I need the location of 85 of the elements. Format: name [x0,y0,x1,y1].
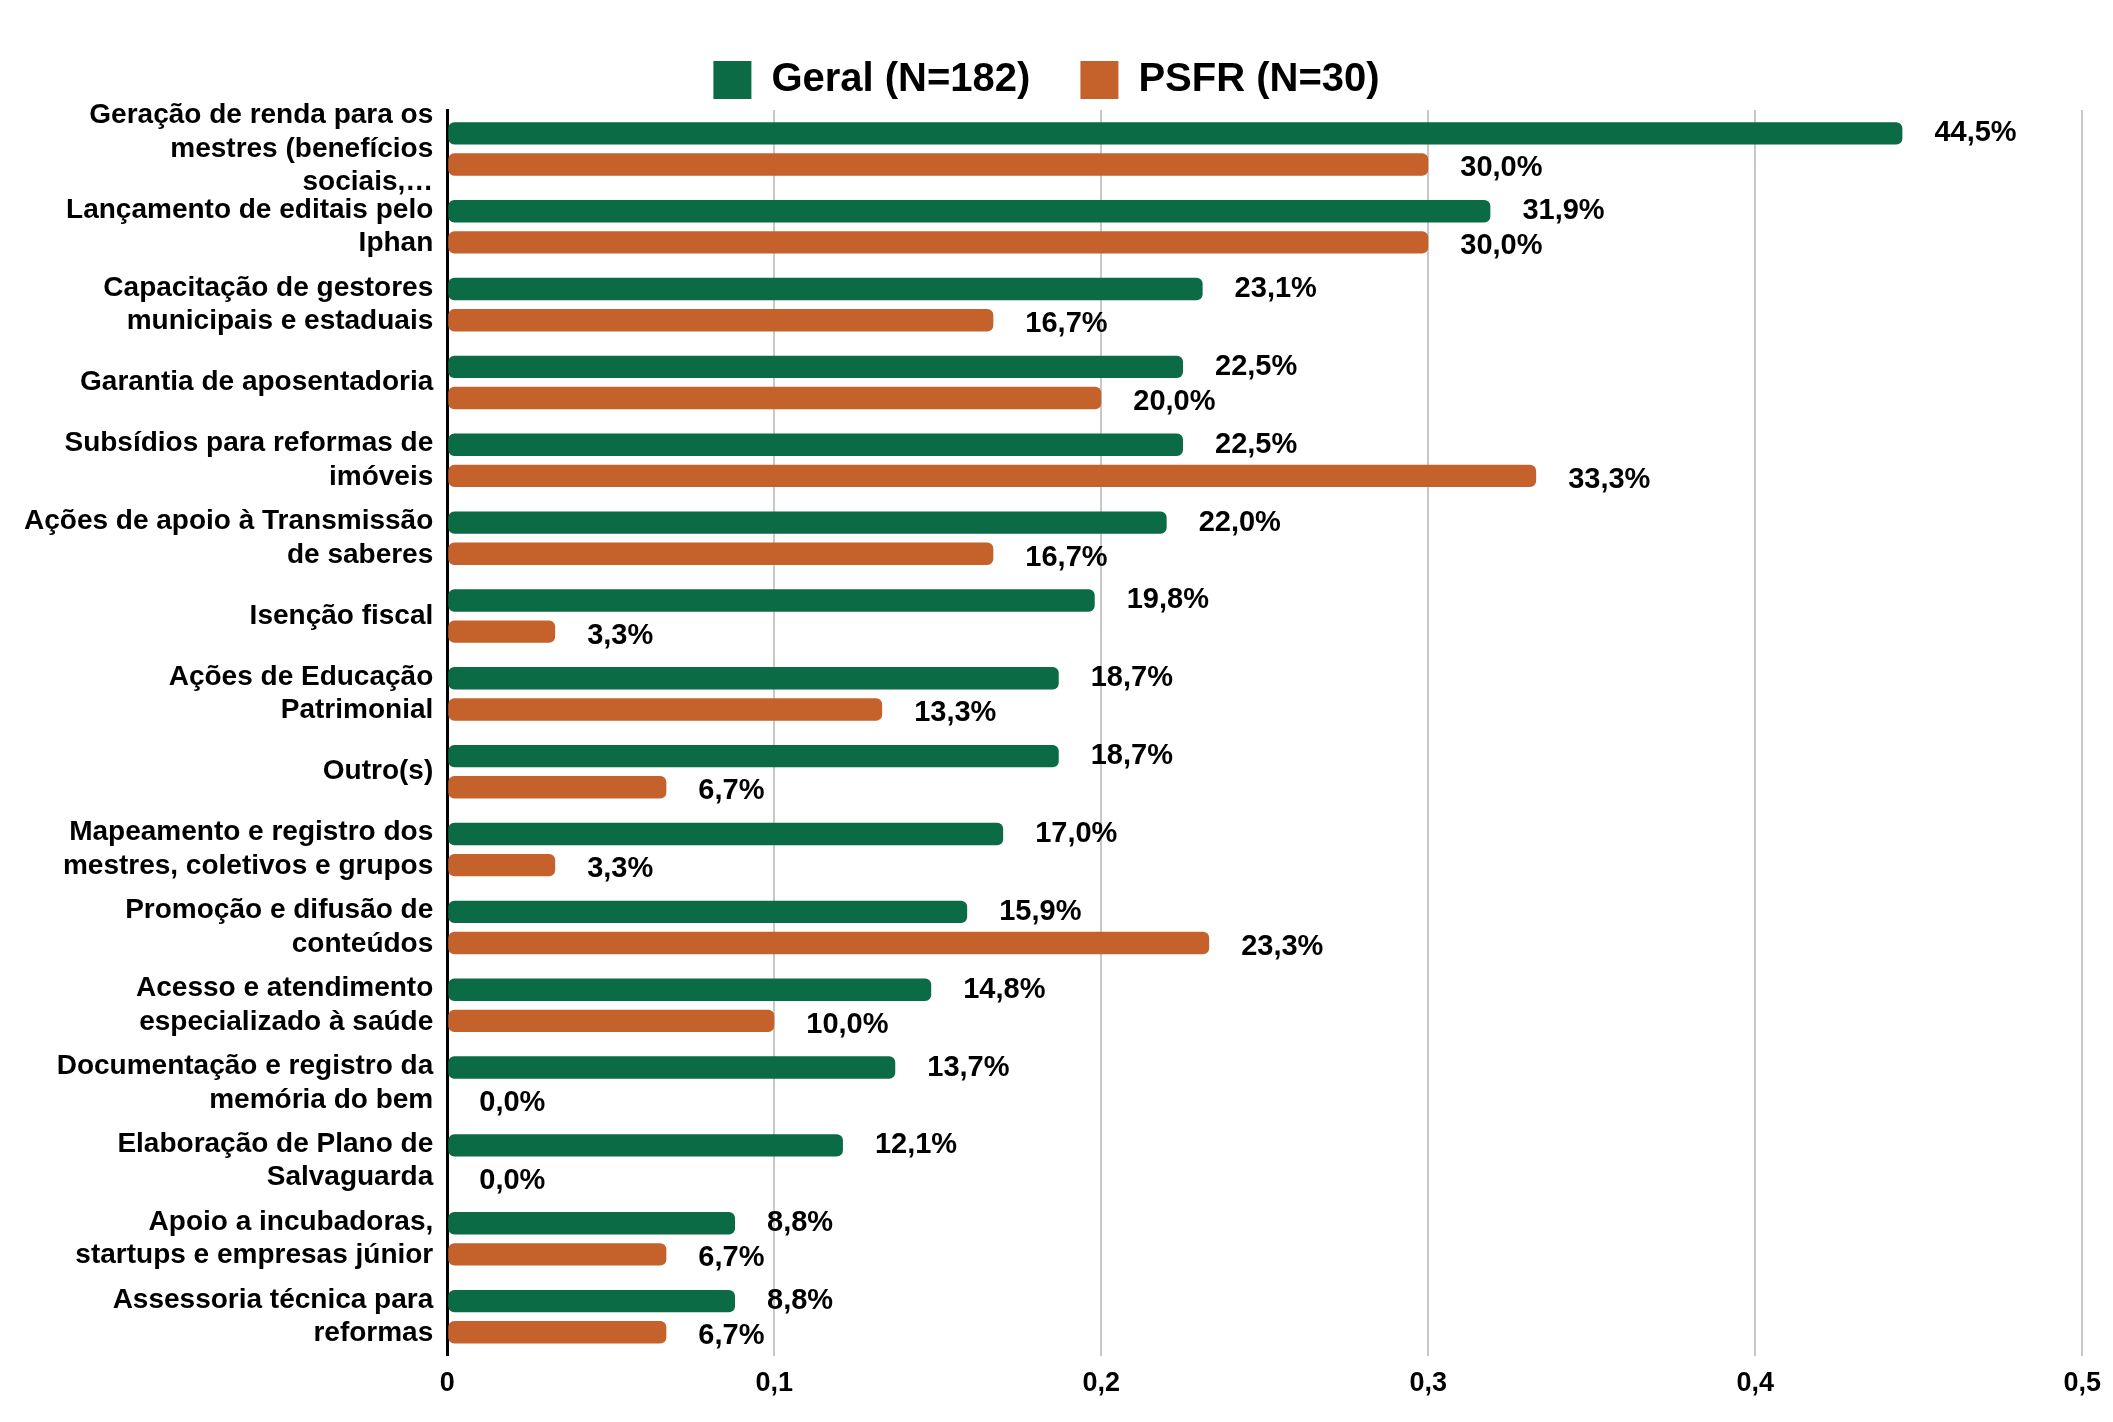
y-tick-label: Geração de renda para os mestres (benefícios sociais,… [89,98,434,197]
data-label: 14,8% [963,971,1046,1004]
x-tick-label: 0,2 [1082,1367,1121,1398]
data-label: 31,9% [1522,193,1605,226]
data-label: 3,3% [587,851,654,884]
bar [448,231,1429,254]
bar [448,355,1183,379]
data-label: 6,7% [698,773,765,806]
y-tick-label: Outro(s) [322,754,434,786]
bar [448,853,556,877]
bar [448,1056,896,1079]
bar [448,464,1537,488]
data-label: 8,8% [767,1205,834,1238]
data-label: 15,9% [999,893,1082,926]
y-tick-label: Subsídios para reformas de imóveis [64,426,434,491]
data-label: 10,0% [806,1006,889,1039]
data-label: 8,8% [767,1283,834,1316]
data-label: 13,7% [927,1049,1010,1082]
bar [448,1009,775,1033]
data-label: 3,3% [587,617,654,650]
x-tick-label: 0,3 [1409,1367,1448,1398]
bar [448,931,1210,955]
bar [448,1134,843,1157]
bar [448,776,667,799]
bar [448,153,1429,176]
bar [448,308,994,332]
y-tick-label: Acesso e atendimento especializado à saúde [136,971,434,1036]
bar [448,620,556,643]
data-label: 22,5% [1215,348,1298,381]
x-tick-label: 0,1 [755,1367,794,1398]
bar [448,542,994,565]
y-tick-label: Apoio a incubadoras, startups e empresas júnior [75,1204,434,1270]
data-label: 22,5% [1215,426,1298,459]
data-label: 12,1% [874,1127,958,1160]
bar [448,122,1903,145]
data-label: 22,0% [1198,504,1282,537]
y-tick-label: Promoção e difusão de conteúdos [125,893,434,958]
data-label: 23,3% [1241,928,1324,961]
x-tick-label: 0,5 [2063,1367,2102,1398]
y-tick-label: Assessoria técnica para reformas [112,1282,434,1348]
data-label: 44,5% [1934,115,2017,148]
data-label: 0,0% [479,1162,546,1195]
data-label: 30,0% [1460,228,1543,261]
legend-label: Geral (N=182) [771,55,1031,100]
bar [448,698,883,721]
bar [448,667,1059,690]
data-label: 6,7% [698,1318,765,1351]
data-label: 18,7% [1090,660,1174,693]
y-tick-label: Isenção fiscal [249,598,434,630]
y-tick-label: Garantia de aposentadoria [80,365,434,397]
legend-label: PSFR (N=30) [1138,55,1380,100]
x-tick-label: 0,4 [1736,1367,1775,1398]
data-label: 17,0% [1035,816,1118,849]
bar [448,386,1102,410]
y-tick-label: Capacitação de gestores municipais e estaduais [103,270,434,336]
bar [448,200,1491,223]
bar [448,433,1183,456]
data-label: 16,7% [1025,539,1108,572]
bar [448,822,1004,846]
bar [448,1289,736,1313]
y-tick-label: Ações de Educação Patrimonial [168,659,434,725]
y-tick-label: Elaboração de Plano de Salvaguarda [117,1126,434,1192]
bar [448,1243,667,1266]
y-tick-label: Documentação e registro da memória do bem [56,1049,434,1114]
data-label: 19,8% [1126,582,1210,615]
bar [448,744,1059,768]
data-label: 23,1% [1234,271,1318,304]
data-label: 33,3% [1568,461,1651,494]
data-label: 18,7% [1090,738,1174,771]
data-label: 20,0% [1133,384,1216,417]
bar [448,1321,667,1344]
y-tick-label: Ações de apoio à Transmissão de saberes [23,504,434,569]
bar [448,511,1167,534]
data-label: 30,0% [1460,150,1543,183]
data-label: 13,3% [914,695,997,728]
data-label: 0,0% [479,1084,546,1117]
bar [448,277,1203,301]
data-label: 16,7% [1025,306,1108,339]
bar [448,589,1095,612]
y-tick-label: Mapeamento e registro dos mestres, coletivos e grupos [62,815,434,881]
bar [448,900,968,924]
data-label: 6,7% [698,1240,765,1273]
bar [448,978,932,1001]
bar [448,1212,736,1235]
x-tick-label: 0 [439,1367,455,1398]
